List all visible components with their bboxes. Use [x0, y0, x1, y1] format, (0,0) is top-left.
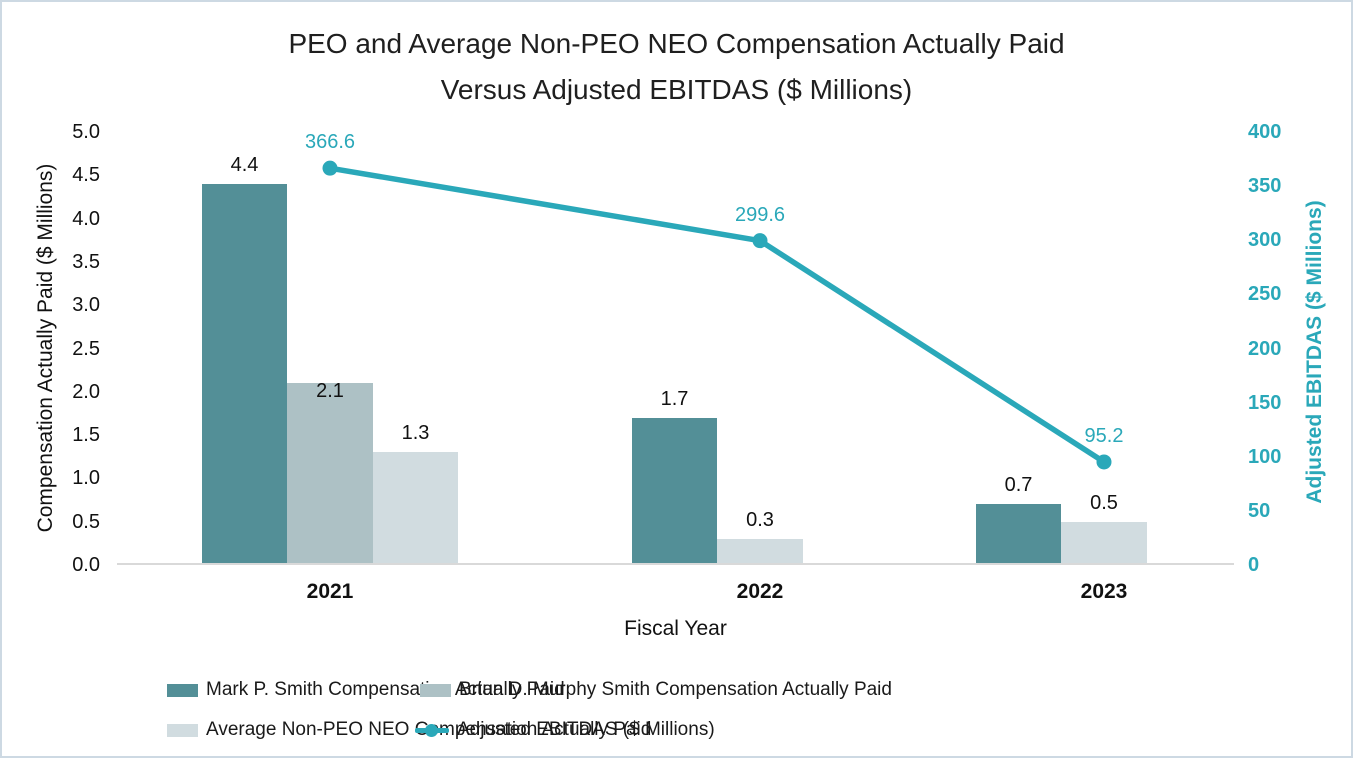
left-axis-tick-label: 1.0	[72, 467, 100, 490]
legend-swatch-icon	[167, 723, 198, 737]
right-axis-tick-label: 50	[1248, 499, 1271, 522]
right-axis-tick-label: 300	[1248, 229, 1282, 252]
legend-item: Mark P. Smith Compensation Actually Paid	[167, 678, 565, 702]
legend-label: Adjusted EBITDAS ($ Millions)	[457, 719, 715, 740]
bar-value-label: 1.3	[401, 422, 430, 445]
right-axis-tick-label: 400	[1248, 121, 1282, 143]
x-axis-tick-label: 2023	[1080, 580, 1128, 603]
bar-value-label: 0.3	[746, 509, 774, 532]
legend-line-marker-icon	[415, 723, 449, 737]
right-axis-tick-label: 350	[1248, 175, 1282, 198]
legend-label: Brian D. Murphy Smith Compensation Actua…	[459, 679, 892, 700]
left-axis-tick-label: 3.0	[72, 294, 100, 317]
line-point-label: 366.6	[304, 131, 356, 154]
left-axis-tick-label: 5.0	[72, 121, 100, 143]
legend-item: Adjusted EBITDAS ($ Millions)	[415, 718, 715, 742]
x-axis-tick-label: 2022	[736, 580, 784, 603]
right-axis-tick-label: 100	[1248, 445, 1282, 468]
chart-title-line-2: Versus Adjusted EBITDAS ($ Millions)	[440, 74, 913, 105]
bar	[717, 539, 803, 565]
x-axis-title: Fiscal Year	[624, 617, 727, 640]
bar-value-label: 0.5	[1090, 491, 1118, 514]
bar	[631, 417, 718, 565]
left-axis-tick-label: 4.0	[72, 207, 100, 230]
right-axis-tick-label: 150	[1248, 391, 1282, 414]
bar	[1061, 521, 1147, 565]
left-axis-tick-label: 1.5	[72, 424, 100, 447]
left-axis-tick-label: 4.5	[72, 164, 100, 187]
line-point-marker	[322, 160, 338, 176]
line-point-marker	[752, 233, 768, 249]
right-axis-tick-label: 200	[1248, 337, 1282, 360]
legend-swatch-icon	[167, 683, 198, 697]
line-point-label: 95.2	[1084, 424, 1124, 447]
bar-value-label: 4.4	[230, 153, 259, 176]
left-axis-tick-label: 2.0	[72, 380, 100, 403]
legend-item: Brian D. Murphy Smith Compensation Actua…	[420, 678, 892, 702]
bar	[201, 183, 288, 565]
line-point-label: 299.6	[734, 203, 786, 226]
line-point-marker	[1096, 454, 1112, 470]
bar-value-label: 2.1	[316, 380, 344, 403]
left-axis-tick-label: 3.5	[72, 250, 100, 273]
legend-label: Mark P. Smith Compensation Actually Paid	[206, 679, 565, 700]
right-axis-tick-label: 250	[1248, 283, 1282, 306]
right-axis-tick-label: 0	[1248, 554, 1260, 576]
legend-swatch-icon	[420, 683, 451, 697]
bar	[287, 383, 373, 565]
left-axis-tick-label: 2.5	[72, 337, 100, 360]
bar-value-label: 0.7	[1004, 474, 1033, 497]
chart-title-line-1: PEO and Average Non-PEO NEO Compensation…	[288, 28, 1065, 59]
x-axis-line	[117, 563, 1234, 565]
bar	[975, 504, 1062, 565]
bar	[372, 452, 459, 565]
bar-value-label: 1.7	[660, 387, 689, 410]
left-axis-tick-label: 0.5	[72, 510, 100, 533]
x-axis-tick-label: 2021	[306, 580, 354, 603]
left-axis-tick-label: 0.0	[72, 554, 100, 576]
